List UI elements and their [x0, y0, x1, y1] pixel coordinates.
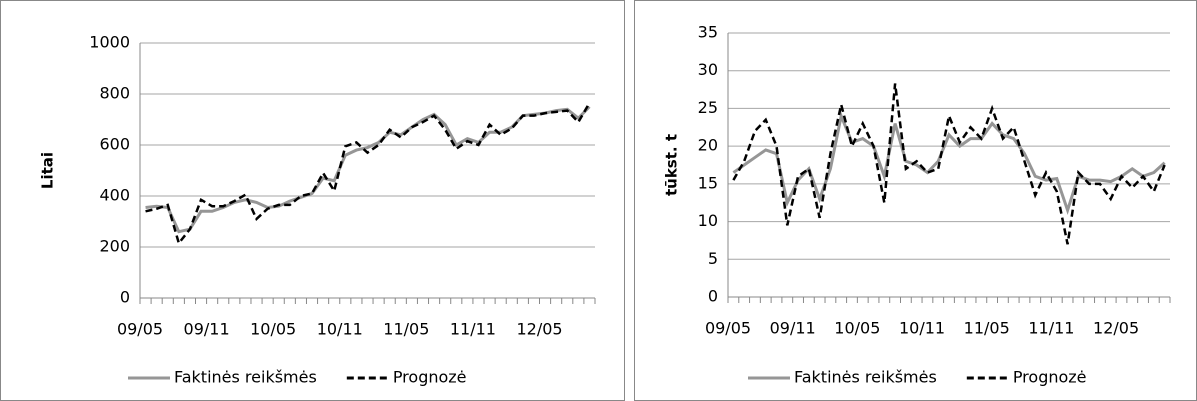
x-tick-label: 11/11: [1028, 319, 1074, 338]
y-tick-label: 5: [708, 249, 718, 268]
y-tick-label: 25: [698, 98, 718, 117]
x-tick-label: 11/11: [450, 320, 496, 339]
y-tick-label: 800: [99, 84, 130, 103]
legend-label: Prognozė: [1013, 368, 1087, 387]
x-tick-label: 09/11: [184, 320, 230, 339]
x-tick-label: 10/05: [250, 320, 296, 339]
x-tick-label: 12/05: [1093, 319, 1139, 338]
y-tick-label: 20: [698, 136, 718, 155]
y-axis-label: Litai: [39, 152, 57, 189]
y-tick-label: 0: [120, 288, 130, 307]
x-tick-label: 10/05: [834, 319, 880, 338]
series-line: [145, 105, 591, 234]
y-axis-label: tūkst. t: [663, 134, 681, 196]
y-tick-label: 400: [99, 186, 130, 205]
x-tick-label: 12/05: [516, 320, 562, 339]
y-tick-label: 200: [99, 237, 130, 256]
y-tick-label: 1000: [89, 33, 130, 52]
x-tick-label: 10/11: [317, 320, 363, 339]
y-tick-label: 10: [698, 211, 718, 230]
legend-label: Prognozė: [393, 368, 467, 387]
x-tick-label: 11/05: [964, 319, 1010, 338]
x-tick-label: 09/05: [705, 319, 751, 338]
y-tick-label: 600: [99, 135, 130, 154]
y-tick-label: 35: [698, 23, 718, 42]
legend-label: Faktinės reikšmės: [174, 368, 317, 387]
x-tick-label: 09/11: [770, 319, 816, 338]
series-line: [732, 110, 1166, 216]
panel-border: [0, 0, 625, 401]
legend-label: Faktinės reikšmės: [794, 368, 937, 387]
x-tick-label: 10/11: [899, 319, 945, 338]
y-tick-label: 30: [698, 60, 718, 79]
panel-border: [634, 0, 1197, 401]
y-tick-label: 15: [698, 173, 718, 192]
x-tick-label: 09/05: [117, 320, 163, 339]
series-line: [732, 83, 1166, 245]
x-tick-label: 11/05: [383, 320, 429, 339]
y-tick-label: 0: [708, 287, 718, 306]
series-line: [145, 102, 591, 246]
